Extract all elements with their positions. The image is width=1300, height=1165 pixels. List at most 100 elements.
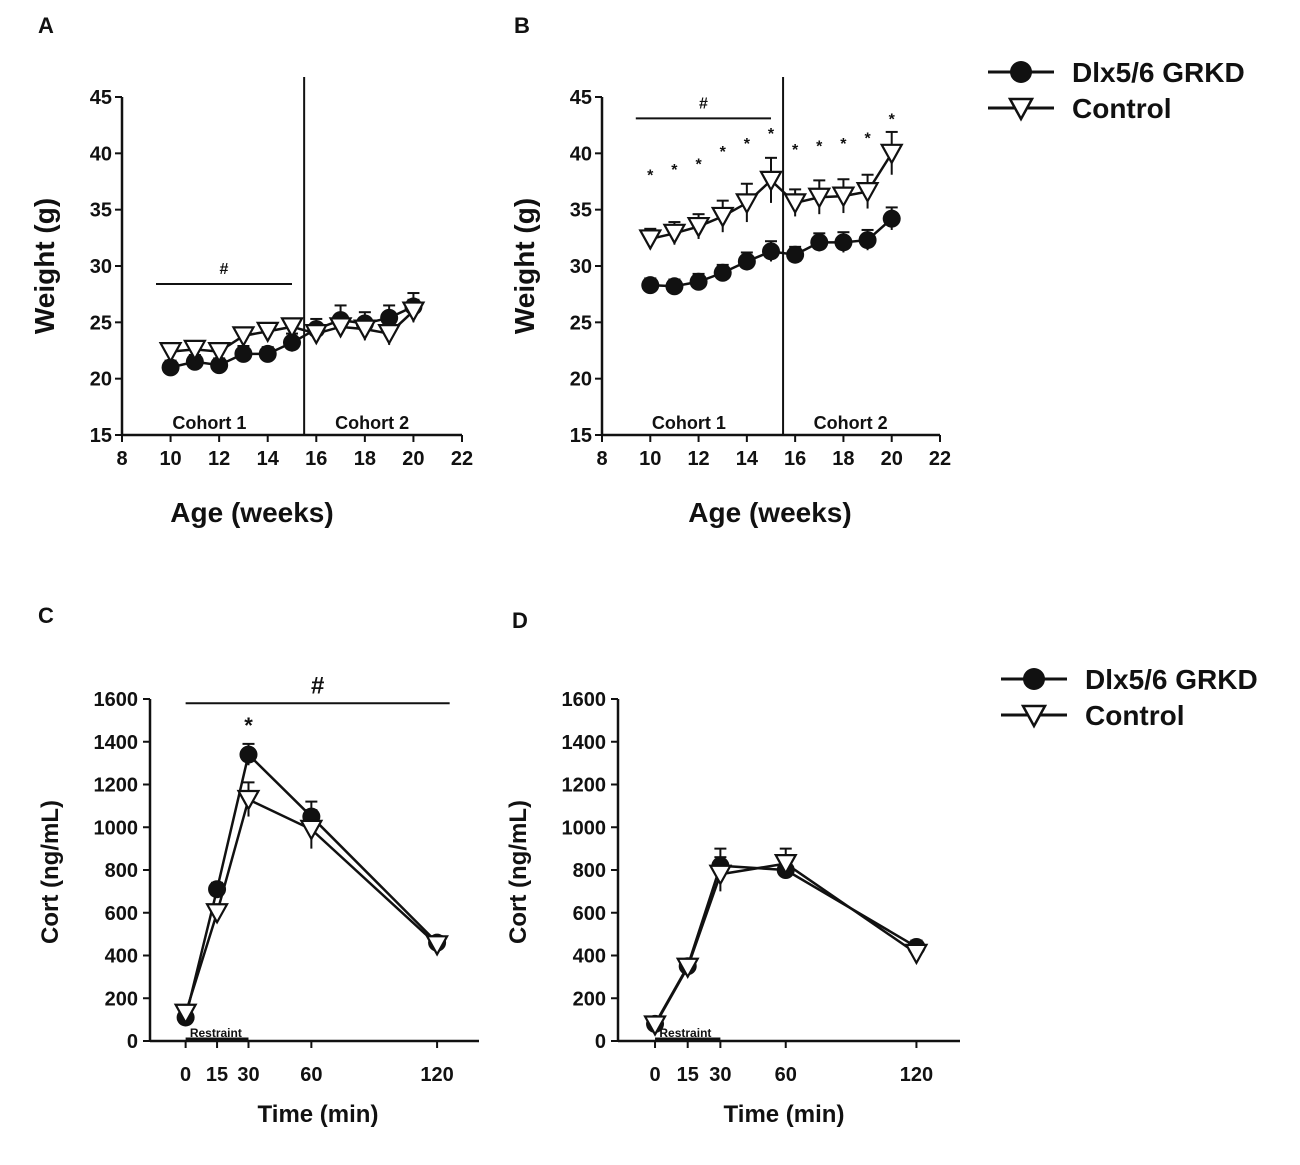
y-tick-label: 400 bbox=[573, 946, 606, 968]
legend-item-grkd: Dlx5/6 GRKD bbox=[1001, 664, 1258, 695]
x-tick-label: 14 bbox=[257, 448, 280, 470]
significance-star: * bbox=[840, 136, 847, 153]
x-tick-label: 120 bbox=[900, 1064, 933, 1086]
data-point-grkd bbox=[380, 308, 399, 327]
cohort-label: Cohort 1 bbox=[652, 413, 726, 433]
data-point-control bbox=[207, 342, 232, 364]
significance-star: * bbox=[792, 142, 799, 159]
restraint-label: Restraint bbox=[190, 1026, 242, 1040]
data-point-grkd bbox=[762, 242, 780, 261]
x-axis-label: Time (min) bbox=[724, 1101, 845, 1128]
data-point-control bbox=[807, 187, 832, 210]
y-tick-label: 1600 bbox=[562, 689, 607, 711]
significance-star: * bbox=[244, 713, 253, 738]
filled-circle-marker-icon bbox=[1023, 668, 1045, 690]
x-tick-label: 20 bbox=[402, 448, 424, 470]
x-tick-label: 15 bbox=[677, 1064, 699, 1086]
legend-item-control: Control bbox=[988, 93, 1172, 124]
y-tick-label: 1400 bbox=[562, 732, 607, 754]
y-tick-label: 40 bbox=[570, 143, 592, 165]
data-point-control bbox=[879, 143, 904, 166]
data-point-grkd bbox=[810, 233, 829, 252]
y-tick-label: 600 bbox=[573, 903, 606, 925]
data-point-grkd bbox=[786, 245, 805, 264]
data-point-control bbox=[855, 182, 880, 204]
x-tick-label: 10 bbox=[159, 448, 181, 470]
data-point-control bbox=[904, 943, 929, 966]
data-point-grkd bbox=[665, 277, 684, 296]
data-point-control bbox=[304, 324, 329, 346]
significance-star: * bbox=[816, 138, 823, 155]
y-tick-label: 800 bbox=[105, 860, 138, 882]
x-tick-label: 22 bbox=[929, 448, 951, 470]
y-tick-label: 1200 bbox=[562, 775, 607, 797]
x-tick-label: 8 bbox=[596, 448, 607, 470]
y-tick-label: 0 bbox=[595, 1031, 606, 1053]
significance-star: * bbox=[647, 168, 654, 185]
data-point-control bbox=[783, 193, 808, 215]
data-point-control bbox=[182, 339, 207, 362]
data-point-control bbox=[734, 193, 759, 215]
y-tick-label: 1000 bbox=[94, 817, 139, 839]
data-point-control bbox=[231, 326, 256, 348]
legend-label: Dlx5/6 GRKD bbox=[1085, 664, 1258, 695]
y-tick-label: 35 bbox=[90, 200, 112, 222]
significance-star: * bbox=[720, 144, 727, 161]
x-tick-label: 18 bbox=[354, 448, 376, 470]
significance-star: * bbox=[768, 126, 775, 143]
y-tick-label: 1600 bbox=[94, 689, 139, 711]
x-tick-label: 22 bbox=[451, 448, 473, 470]
x-tick-label: 14 bbox=[736, 448, 759, 470]
plot-area: 15 20 25 30 35 40 45 8 10 12 14 16 18 20 22 Cohort 1 Coh… bbox=[570, 77, 951, 470]
significance-star: * bbox=[889, 111, 896, 128]
legend-bottom: Dlx5/6 GRKD Control bbox=[1001, 664, 1258, 731]
significance-star: * bbox=[671, 162, 678, 179]
cohort-label: Cohort 1 bbox=[172, 413, 246, 433]
y-tick-label: 25 bbox=[570, 312, 592, 334]
data-point-control bbox=[710, 206, 735, 229]
data-point-control bbox=[299, 819, 324, 842]
y-axis-label: Cort (ng/mL) bbox=[505, 800, 532, 944]
plot-area: 0 200 400 600 800 1000 1200 1400 1600 0 15 30 60 120 R… bbox=[562, 689, 960, 1086]
panel-label: A bbox=[38, 13, 54, 38]
y-tick-label: 1400 bbox=[94, 732, 139, 754]
data-point-grkd bbox=[208, 880, 227, 899]
data-point-control bbox=[205, 903, 229, 925]
significance-hash: # bbox=[699, 95, 708, 112]
y-tick-label: 15 bbox=[90, 425, 112, 447]
significance-hash: # bbox=[311, 672, 324, 699]
x-tick-label: 15 bbox=[206, 1064, 228, 1086]
panel-label: B bbox=[514, 13, 530, 38]
data-point-control bbox=[675, 957, 700, 980]
filled-circle-marker-icon bbox=[1010, 61, 1032, 83]
y-axis-label: Cort (ng/mL) bbox=[37, 800, 64, 944]
x-tick-label: 60 bbox=[775, 1064, 797, 1086]
significance-star: * bbox=[744, 136, 751, 153]
restraint-label: Restraint bbox=[659, 1026, 711, 1040]
data-point-grkd bbox=[258, 344, 277, 363]
cohort-label: Cohort 2 bbox=[335, 413, 409, 433]
data-point-grkd bbox=[234, 344, 253, 363]
data-point-control bbox=[773, 853, 798, 876]
data-point-control bbox=[708, 864, 733, 887]
data-point-grkd bbox=[210, 356, 229, 375]
data-point-control bbox=[352, 319, 377, 341]
legend-item-grkd: Dlx5/6 GRKD bbox=[988, 57, 1245, 88]
significance-star: * bbox=[864, 131, 871, 148]
data-point-grkd bbox=[239, 745, 258, 764]
legend-item-control: Control bbox=[1001, 700, 1185, 731]
y-tick-label: 25 bbox=[90, 312, 112, 334]
y-axis-label: Weight (g) bbox=[509, 198, 540, 334]
significance-star: * bbox=[695, 156, 702, 173]
x-tick-label: 20 bbox=[881, 448, 903, 470]
y-tick-label: 1200 bbox=[94, 775, 139, 797]
x-axis-label: Time (min) bbox=[258, 1101, 379, 1128]
panel-d: D Time (min) Cort (ng/mL) 02004006008001… bbox=[505, 608, 960, 1128]
y-tick-label: 0 bbox=[127, 1031, 138, 1053]
y-tick-label: 20 bbox=[90, 369, 112, 391]
y-tick-label: 600 bbox=[105, 903, 138, 925]
open-triangle-marker-icon bbox=[1020, 704, 1048, 729]
x-axis-label: Age (weeks) bbox=[688, 497, 851, 528]
data-point-grkd bbox=[737, 252, 756, 271]
panel-label: C bbox=[38, 603, 54, 628]
